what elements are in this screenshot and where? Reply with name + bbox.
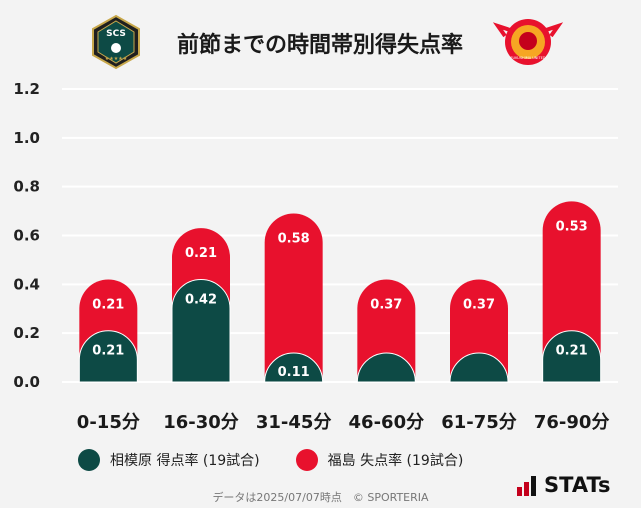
x-tick-label: 46-60分 (349, 412, 425, 433)
bar-home (78, 330, 138, 383)
x-tick-label: 0-15分 (77, 412, 140, 433)
data-label-away: 0.21 (185, 246, 217, 261)
x-tick-label: 76-90分 (534, 412, 610, 433)
chart-title: 前節までの時間帯別得失点率 (177, 32, 463, 58)
right-logo-text: FUKUSHIMA UNITED (510, 56, 545, 60)
chart-canvas: SCS ★★★★★ 前節までの時間帯別得失点率 FUKUSHIMA UNITED… (13, 14, 618, 433)
legend-swatch-home (78, 449, 100, 471)
legend-label-home: 相模原 得点率 (19試合) (110, 453, 260, 469)
right-club-logo: FUKUSHIMA UNITED (492, 19, 564, 65)
left-club-logo: SCS ★★★★★ (92, 14, 140, 70)
legend: 相模原 得点率 (19試合) 福島 失点率 (19試合) (78, 449, 499, 471)
bars: 0.21 0.21 0.21 0.42 0.58 0.11 0.37 0.37 0.53 0.21 (78, 201, 602, 383)
x-tick-label: 31-45分 (256, 412, 332, 433)
data-label-home: 0.11 (278, 365, 310, 380)
left-logo-text: SCS (106, 29, 126, 39)
stats-logo-icon (517, 476, 538, 496)
bar-home (542, 330, 602, 383)
data-label-home: 0.21 (556, 344, 588, 359)
data-label-away: 0.37 (370, 297, 402, 312)
data-label-home: 0.42 (185, 292, 217, 307)
y-tick-label: 0.0 (13, 373, 40, 391)
x-tick-label: 16-30分 (163, 412, 239, 433)
y-tick-label: 0.6 (13, 227, 40, 245)
stats-brand-text: STATs (544, 473, 611, 497)
y-axis: 0.0 0.2 0.4 0.6 0.8 1.0 1.2 (13, 80, 40, 391)
bar-home (264, 352, 324, 383)
y-tick-label: 0.4 (13, 275, 40, 293)
bar-home (449, 352, 509, 383)
data-label-away: 0.21 (92, 297, 124, 312)
y-tick-label: 1.0 (13, 129, 40, 147)
legend-item-away[interactable]: 福島 失点率 (19試合) (295, 449, 464, 471)
data-label-away: 0.58 (278, 232, 310, 247)
y-tick-label: 0.8 (13, 178, 40, 196)
svg-text:★★★★★: ★★★★★ (105, 56, 128, 62)
grid (62, 88, 618, 383)
y-tick-label: 1.2 (13, 80, 40, 98)
bar-home (171, 279, 231, 383)
bar-away (264, 213, 323, 382)
x-axis: 0-15分 16-30分 31-45分 46-60分 61-75分 76-90分 (77, 412, 610, 433)
footer-note: データは2025/07/07時点 © SPORTERIA (212, 491, 429, 504)
data-label-home: 0.21 (92, 344, 124, 359)
legend-swatch-away (295, 449, 318, 471)
legend-item-home[interactable]: 相模原 得点率 (19試合) (78, 449, 260, 471)
legend-label-away: 福島 失点率 (19試合) (327, 453, 464, 469)
stats-brand: STATs (517, 474, 610, 496)
x-tick-label: 61-75分 (441, 412, 517, 433)
data-label-away: 0.53 (556, 219, 588, 234)
bar-home (356, 352, 416, 383)
y-tick-label: 0.2 (13, 324, 40, 342)
data-label-away: 0.37 (463, 297, 495, 312)
